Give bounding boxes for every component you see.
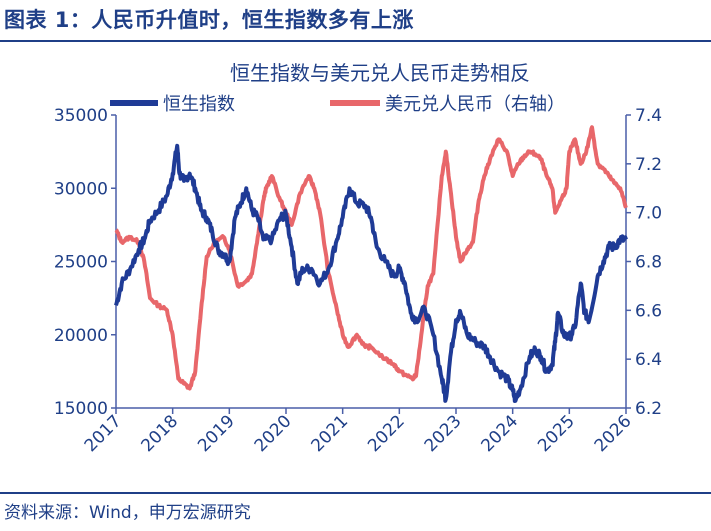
legend-usdcny-label: 美元兑人民币（右轴） — [385, 94, 565, 115]
chart-title: 恒生指数与美元兑人民币走势相反 — [230, 61, 530, 85]
y-right-tick-label: 7.2 — [635, 155, 662, 175]
x-tick-label: 2025 — [534, 411, 579, 456]
source-note: 资料来源：Wind，申万宏源研究 — [4, 503, 251, 523]
x-tick-label: 2021 — [307, 411, 352, 456]
y-right-tick-label: 6.8 — [635, 253, 662, 273]
legend-hsi-label: 恒生指数 — [163, 94, 235, 115]
y-left-tick-label: 35000 — [54, 106, 108, 126]
chart: 恒生指数与美元兑人民币走势相反 恒生指数 美元兑人民币（右轴） 15000 200… — [54, 61, 662, 456]
y-right-tick-label: 6.4 — [635, 350, 662, 370]
x-tick-label: 2026 — [591, 411, 636, 456]
footer-rule — [0, 492, 711, 494]
x-tick-label: 2018 — [137, 411, 182, 456]
y-left-tick-label: 30000 — [54, 179, 108, 199]
y-left-tick-label: 15000 — [54, 399, 108, 419]
y-right-ticks: 6.2 6.4 6.6 6.8 7.0 7.2 7.4 — [626, 106, 662, 419]
series-usdcny-line — [114, 125, 628, 391]
y-right-tick-label: 6.2 — [635, 399, 662, 419]
y-right-tick-label: 7.4 — [635, 106, 662, 126]
title-rule — [0, 40, 711, 42]
x-tick-label: 2024 — [477, 411, 522, 456]
y-left-tick-label: 25000 — [54, 253, 108, 273]
x-tick-label: 2023 — [421, 411, 466, 456]
y-left-ticks: 15000 20000 25000 30000 35000 — [54, 106, 116, 419]
series-hsi-line — [114, 143, 628, 403]
x-tick-label: 2022 — [364, 411, 409, 456]
y-right-tick-label: 6.6 — [635, 301, 662, 321]
y-left-tick-label: 20000 — [54, 326, 108, 346]
y-right-tick-label: 7.0 — [635, 204, 662, 224]
x-tick-label: 2019 — [194, 411, 239, 456]
figure-title: 图表 1：人民币升值时，恒生指数多有上涨 — [4, 8, 414, 32]
x-ticks: 2017 2018 2019 2020 2021 2022 2023 2024 2025 2026 — [81, 408, 636, 456]
x-tick-label: 2020 — [251, 411, 296, 456]
